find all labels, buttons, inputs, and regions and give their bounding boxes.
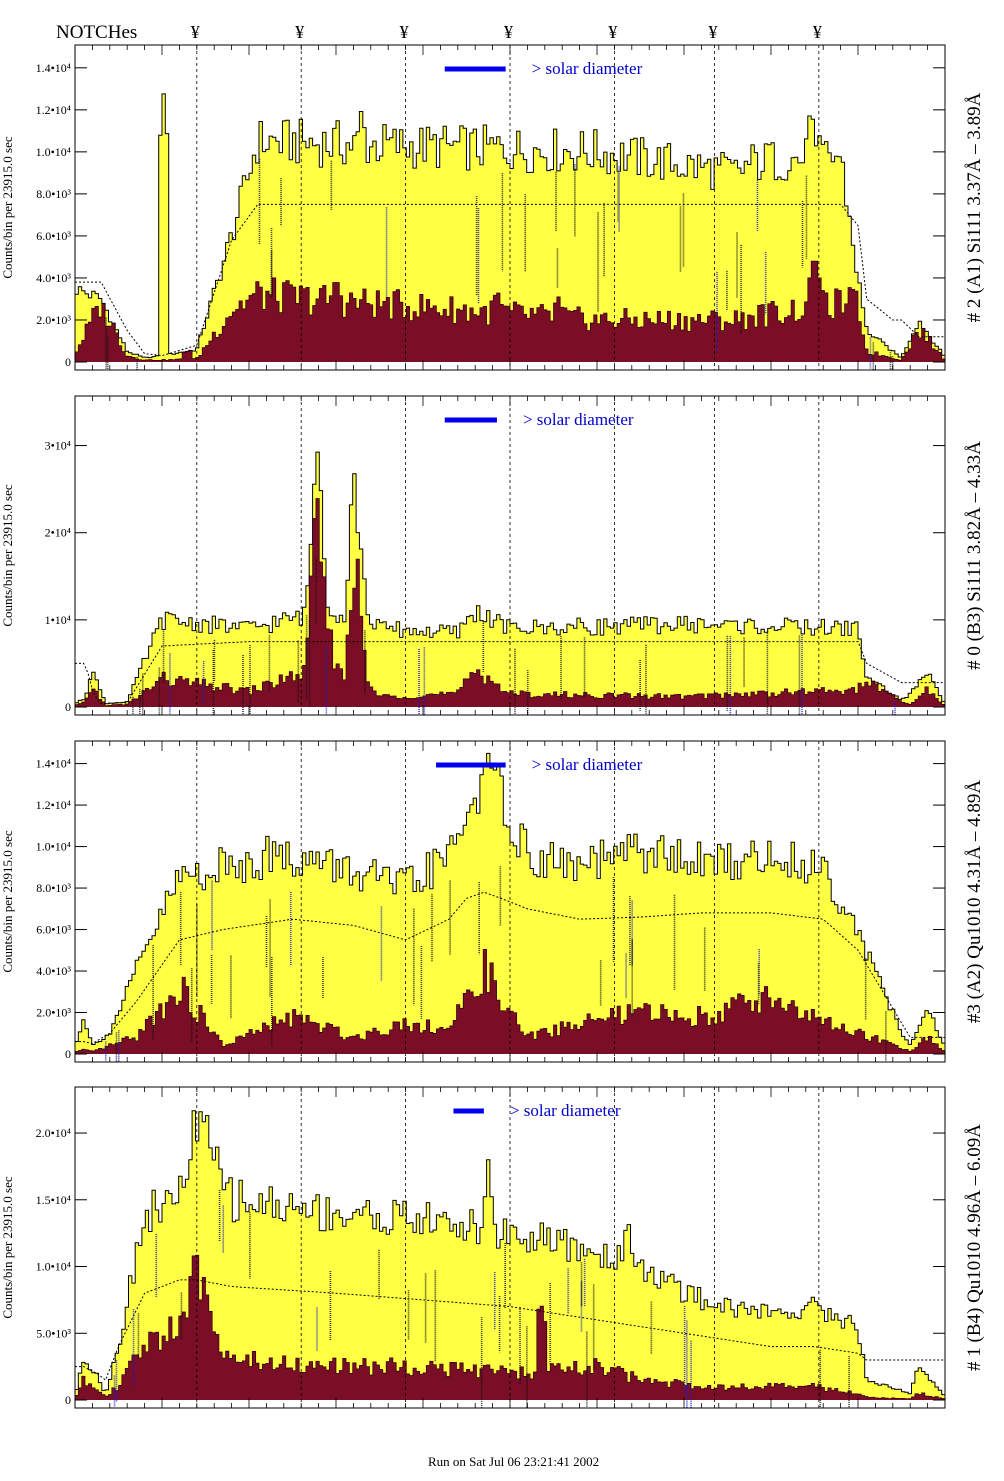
signal-counts-outline	[75, 260, 945, 361]
signal-counts-outline	[75, 498, 945, 707]
run-timestamp: Run on Sat Jul 06 23:21:41 2002	[428, 1454, 599, 1469]
y-tick-label: 1.5•10⁴	[36, 1193, 71, 1207]
y-tick-label: 1.2•10⁴	[36, 103, 71, 117]
total-counts-area	[75, 452, 945, 707]
y-tick-label: 0	[65, 700, 71, 714]
notch-marker-1: ¥	[191, 22, 200, 42]
model-curve	[75, 641, 945, 704]
panel-2: 0 1•10⁴ 2•10⁴ 3•10⁴ Counts/bin per 23915.0 s…	[0, 395, 985, 716]
y-tick-label: 0	[65, 355, 71, 369]
solar-diameter-label: > solar diameter	[510, 1101, 621, 1120]
panel-title: # 0 (B3) Si111 3.82Å – 4.33Å	[964, 441, 985, 670]
y-tick-label: 0	[65, 1047, 71, 1061]
notch-marker-7: ¥	[813, 22, 822, 42]
y-tick-label: 2.0•10³	[36, 1006, 71, 1020]
y-tick-label: 0	[65, 1393, 71, 1407]
y-tick-label: 1.2•10⁴	[36, 798, 71, 812]
notch-marker-5: ¥	[608, 22, 617, 42]
y-tick-label: 8.0•10³	[36, 881, 71, 895]
line-annotations	[105, 159, 894, 370]
notch-marker-3: ¥	[400, 22, 409, 42]
y-tick-label: 8.0•10³	[36, 187, 71, 201]
panel-title: # 2 (A1) Si111 3.37Å – 3.89Å	[964, 92, 985, 322]
notch-marker-2: ¥	[295, 22, 304, 42]
y-tick-label: 6.0•10³	[36, 229, 71, 243]
total-counts-outline	[75, 93, 945, 359]
notch-marker-6: ¥	[708, 22, 717, 42]
y-tick-label: 5.0•10³	[36, 1326, 71, 1340]
panel-1: 0 2.0•10³ 4.0•10³ 6.0•10³ 8.0•10³ 1.0•10⁴ 1.2•…	[0, 44, 985, 371]
y-tick-label: 1.0•10⁴	[36, 145, 71, 159]
solar-diameter-label: > solar diameter	[523, 410, 634, 429]
signal-counts-area	[75, 949, 945, 1054]
solar-diameter-label: > solar diameter	[532, 755, 643, 774]
y-tick-label: 2.0•10³	[36, 313, 71, 327]
line-annotations	[104, 866, 887, 1062]
solar-diameter-label: > solar diameter	[532, 59, 643, 78]
y-tick-label: 2.0•10⁴	[36, 1126, 71, 1140]
line-annotations	[113, 1189, 850, 1408]
total-counts-outline	[75, 752, 945, 1045]
panel-title: # 1 (B4) Qu1010 4.96Å – 6.09Å	[964, 1124, 985, 1371]
y-tick-label: 6.0•10³	[36, 923, 71, 937]
panel-title: #3 (A2) Qu1010 4.31Å – 4.89Å	[964, 780, 985, 1024]
y-axis-label: Counts/bin per 23915.0 sec	[0, 136, 15, 278]
model-curve	[75, 891, 945, 1045]
panels-group: 0 2.0•10³ 4.0•10³ 6.0•10³ 8.0•10³ 1.0•10⁴ 1.2•…	[0, 44, 985, 1409]
y-tick-label: 2•10⁴	[45, 526, 71, 540]
y-tick-label: 3•10⁴	[45, 439, 71, 453]
model-curve	[75, 203, 945, 357]
y-axis-label: Counts/bin per 23915.0 sec	[0, 830, 15, 972]
y-tick-label: 4.0•10³	[36, 964, 71, 978]
notch-markers: ¥ ¥ ¥ ¥ ¥ ¥ ¥	[191, 22, 822, 42]
panel-4: 0 5.0•10³ 1.0•10⁴ 1.5•10⁴ 2.0•10⁴ Counts/bin …	[0, 1086, 985, 1409]
notches-label: NOTCHes	[56, 22, 137, 43]
panel-3: 0 2.0•10³ 4.0•10³ 6.0•10³ 8.0•10³ 1.0•10⁴ 1.2•…	[0, 740, 985, 1063]
y-tick-label: 1.0•10⁴	[36, 1260, 71, 1274]
y-axis-label: Counts/bin per 23915.0 sec	[0, 484, 15, 626]
y-tick-label: 1.0•10⁴	[36, 840, 71, 854]
y-tick-label: 1.4•10⁴	[36, 757, 71, 771]
notch-marker-4: ¥	[504, 22, 513, 42]
y-axis-label: Counts/bin per 23915.0 sec	[0, 1176, 15, 1318]
y-tick-label: 4.0•10³	[36, 271, 71, 285]
signal-counts-outline	[75, 949, 945, 1052]
y-tick-label: 1•10⁴	[45, 613, 71, 627]
y-tick-label: 1.4•10⁴	[36, 61, 71, 75]
